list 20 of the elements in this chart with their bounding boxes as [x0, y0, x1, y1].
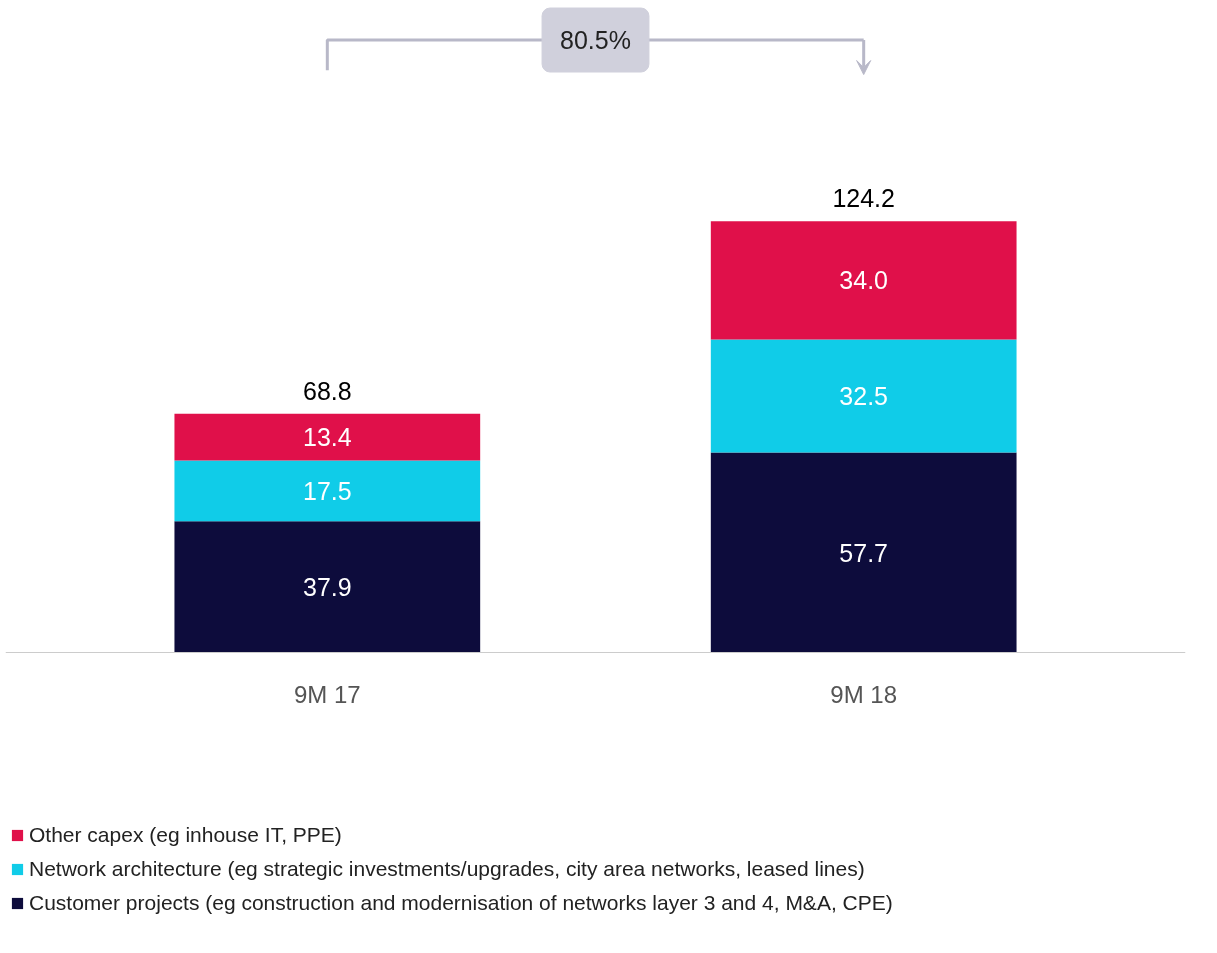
data-label: 13.4 — [302, 423, 352, 452]
legend-label: Network architecture (eg strategic investments/upgrades, city area networks, leased lines) — [29, 857, 865, 881]
text: 80.5% — [560, 26, 631, 55]
total-label: 68.8 — [302, 376, 352, 405]
data-label: 57.7 — [839, 538, 889, 567]
data-label: 32.5 — [839, 381, 889, 410]
legend-label: Other capex (eg inhouse IT, PPE) — [29, 823, 342, 847]
total-label: 124.2 — [832, 184, 895, 213]
data-label: 34.0 — [839, 266, 889, 295]
x-tick-label: 9M 17 — [293, 680, 361, 708]
data-label: 37.9 — [302, 573, 352, 602]
bar — [710, 452, 1017, 653]
bar — [174, 413, 481, 461]
x-tick-label: 9M 18 — [830, 680, 898, 708]
bar — [710, 339, 1017, 453]
bar — [174, 521, 481, 653]
bar — [174, 460, 481, 522]
legend-label: Customer projects (eg construction and modernisation of networks layer 3 and 4, M&A, CPE) — [29, 891, 893, 915]
data-label: 17.5 — [302, 476, 352, 505]
bar — [710, 221, 1017, 340]
